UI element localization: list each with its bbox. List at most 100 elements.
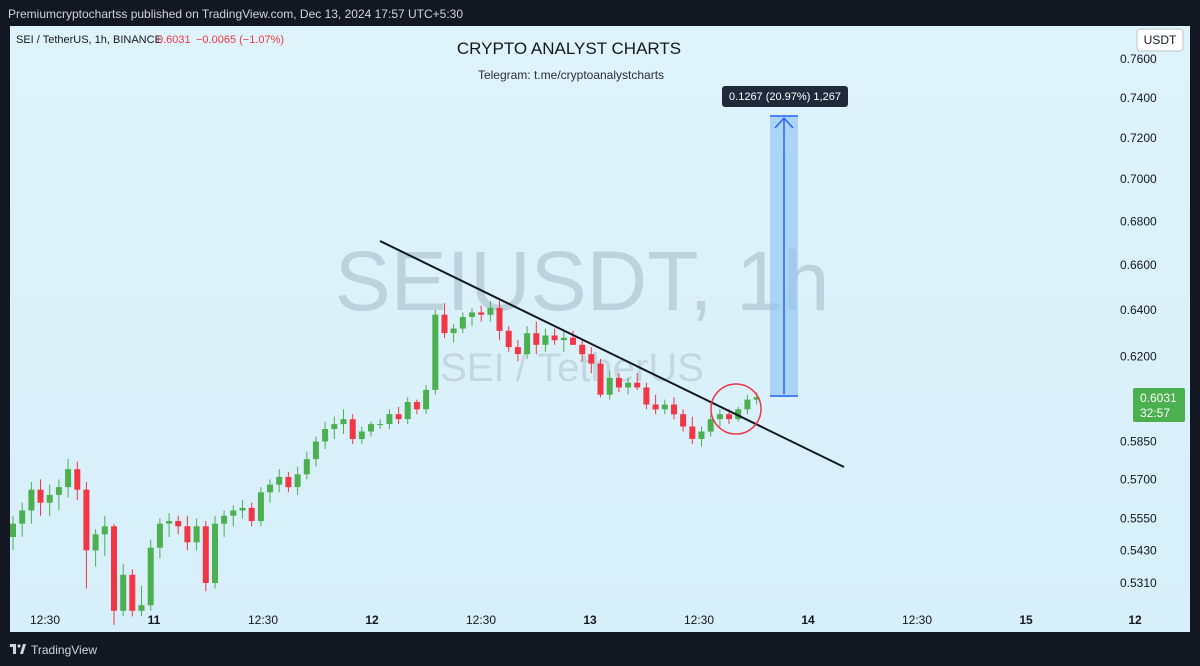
candle-body [303, 459, 310, 475]
candle-body [111, 526, 117, 611]
x-tick-label: 13 [583, 613, 597, 627]
y-tick-label: 0.5550 [1120, 511, 1157, 525]
candle-body [257, 492, 264, 521]
candle-body [46, 494, 53, 503]
candle-body [221, 515, 228, 524]
candle-body [248, 507, 255, 521]
chart-title: CRYPTO ANALYST CHARTS [457, 39, 681, 58]
candle-body [368, 424, 374, 432]
candle-body [239, 507, 246, 511]
candle-body [689, 426, 696, 439]
candle-body [505, 330, 512, 348]
candle-body [349, 419, 356, 439]
x-tick-label: 12:30 [902, 613, 932, 627]
candle-body [230, 510, 237, 516]
candle-body [625, 382, 632, 388]
x-tick-label: 12:30 [466, 613, 496, 627]
candle-body [276, 476, 283, 485]
measure-arrowhead-left [774, 117, 785, 129]
currency-badge[interactable] [1136, 28, 1184, 52]
measure-label: 0.1267 (20.97%) 1,267 [729, 91, 841, 103]
candle-body [404, 402, 411, 420]
candle-body [661, 404, 668, 410]
x-tick-label: 12 [1128, 613, 1142, 627]
candle-body [698, 431, 705, 439]
y-tick-label: 0.6200 [1120, 350, 1157, 364]
candle-body [726, 414, 732, 420]
x-tick-label: 15 [1019, 613, 1033, 627]
y-axis: 0.7600 0.7400 0.7200 0.7000 0.6800 0.6600 0.64… [1120, 52, 1157, 590]
chart-subtitle: Telegram: t.me/cryptoanalystcharts [478, 68, 664, 82]
symbol-label: SEI / TetherUS, 1h, BINANCE [16, 34, 162, 46]
price-badge-price: 0.6031 [1140, 391, 1177, 405]
x-tick-label: 12:30 [30, 613, 60, 627]
tradingview-logo-icon [10, 644, 26, 654]
y-tick-label: 0.6400 [1120, 303, 1157, 317]
candle-body [285, 476, 292, 488]
candle-body [92, 534, 99, 551]
candle-body [101, 526, 108, 535]
y-tick-label: 0.7400 [1120, 91, 1157, 105]
candle-body [432, 314, 439, 390]
candle-body [138, 605, 145, 611]
candle-body [652, 404, 659, 410]
watermark-main: SEIUSDT, 1h [335, 234, 830, 328]
breakout-circle [710, 383, 762, 435]
candle-body [37, 489, 44, 503]
candle-body [707, 419, 714, 432]
candle-body [597, 363, 604, 395]
candle-body [202, 526, 209, 583]
price-badge-countdown: 32:57 [1140, 406, 1170, 420]
candle-body [423, 389, 430, 410]
x-tick-label: 14 [801, 613, 815, 627]
price-chart[interactable]: SEIUSDT, 1h SEI / TetherUS SEI / TetherU… [10, 26, 1190, 632]
candle-body [413, 402, 420, 410]
measure-arrowhead-right [783, 117, 794, 129]
candle-body [716, 414, 723, 420]
y-tick-label: 0.5700 [1120, 472, 1157, 486]
candle-body [377, 424, 384, 426]
x-tick-label: 12:30 [248, 613, 278, 627]
candle-body [358, 431, 365, 439]
candle-body [386, 414, 393, 424]
candle-body [120, 574, 127, 611]
candle-body [166, 521, 173, 524]
candle-body [514, 347, 521, 355]
candles [10, 301, 760, 625]
candle-body [634, 382, 641, 388]
trendline[interactable] [379, 240, 845, 468]
x-axis: 12:30 11 12:30 12 12:30 13 12:30 14 12:30 15 12 [30, 613, 1142, 627]
candle-body [294, 474, 301, 488]
candle-body [10, 523, 16, 537]
candle-body [551, 335, 558, 341]
candle-body [542, 335, 549, 345]
candle-body [459, 317, 466, 329]
candle-body [129, 574, 136, 611]
candle-body [322, 429, 329, 442]
candle-body [735, 409, 742, 420]
candle-body [744, 399, 751, 410]
candle-body [478, 312, 485, 315]
candle-body [643, 387, 650, 405]
currency-badge-label: USDT [1144, 33, 1177, 47]
y-tick-label: 0.6600 [1120, 258, 1157, 272]
candle-body [156, 523, 163, 548]
candle-body [147, 547, 154, 606]
candle-body [441, 314, 448, 334]
y-tick-label: 0.7000 [1120, 172, 1157, 186]
footer-brand: TradingView [31, 643, 98, 657]
candle-body [524, 333, 531, 355]
y-tick-label: 0.5310 [1120, 576, 1157, 590]
x-tick-label: 12:30 [684, 613, 714, 627]
footer-bar: TradingView [0, 632, 1200, 666]
candle-body [570, 337, 576, 345]
chart-frame[interactable]: SEIUSDT, 1h SEI / TetherUS SEI / TetherU… [10, 26, 1190, 632]
candle-body [487, 307, 494, 315]
candle-body [74, 469, 81, 490]
candle-body [65, 469, 72, 488]
publish-bar: Premiumcryptochartss published on Tradin… [0, 0, 1200, 26]
candle-body [671, 404, 677, 415]
y-tick-label: 0.7200 [1120, 131, 1157, 145]
candle-body [184, 526, 191, 543]
candle-body [55, 487, 62, 495]
